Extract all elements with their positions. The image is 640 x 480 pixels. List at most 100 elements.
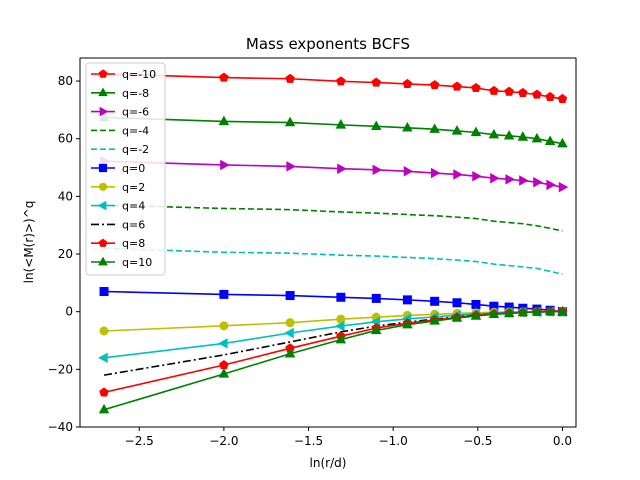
- data-point-qminus6: [337, 163, 347, 174]
- data-point-qminus8: [503, 129, 515, 140]
- data-point-q10: [98, 403, 110, 414]
- data-point-qminus10: [336, 76, 346, 86]
- series-qminus10: [99, 68, 568, 103]
- data-point-qminus10: [545, 91, 555, 101]
- axis-ticks: −2.5 −2.0 −1.5 −1.0 −0.5 0.0 −40 −20 0 20 40 60 80: [48, 74, 572, 448]
- data-point-qminus10: [402, 78, 413, 89]
- data-point-q0: [430, 296, 440, 306]
- legend-marker: [98, 163, 108, 173]
- series-q8: [99, 306, 568, 397]
- data-point-q10: [557, 305, 568, 316]
- y-axis-label: ln(<M(r)>)^q: [22, 201, 36, 284]
- data-point-qminus8: [531, 132, 543, 143]
- data-point-qminus10: [557, 93, 568, 103]
- legend-label: q=-10: [122, 68, 156, 81]
- data-point-q0: [452, 298, 462, 308]
- x-axis-label: ln(r/d): [310, 456, 347, 470]
- data-point-q4: [98, 352, 108, 364]
- legend-marker: [99, 106, 109, 117]
- data-point-q2: [285, 318, 295, 328]
- data-point-q0: [371, 293, 381, 303]
- legend-item-qminus8: q=-8: [91, 87, 149, 100]
- data-point-q10: [544, 305, 556, 316]
- legend-marker: [98, 182, 108, 191]
- series-line-q4: [103, 310, 563, 359]
- legend-item-qminus6: q=-6: [91, 106, 149, 119]
- data-point-qminus6: [505, 174, 515, 185]
- data-point-q10: [402, 318, 413, 329]
- data-point-qminus6: [220, 159, 230, 171]
- x-tick-label: −1.0: [379, 434, 408, 448]
- legend-item-q6: q=6: [91, 218, 145, 231]
- series-line-qminus6: [104, 160, 563, 188]
- data-point-q10: [284, 347, 296, 358]
- data-point-qminus6: [453, 169, 463, 180]
- series-q10: [98, 305, 568, 414]
- y-tick-label: −20: [48, 362, 73, 376]
- data-point-qminus10: [429, 80, 440, 90]
- data-point-q10: [371, 324, 382, 335]
- legend-item-q10: q=10: [91, 256, 152, 269]
- data-point-qminus6: [533, 177, 543, 188]
- data-point-q0: [99, 287, 109, 297]
- data-point-q0: [402, 295, 412, 305]
- legend-item-q8: q=8: [91, 237, 145, 250]
- legend-label: q=8: [122, 237, 145, 250]
- legend-marker: [98, 256, 108, 266]
- x-tick-label: −0.5: [463, 434, 492, 448]
- data-point-qminus8: [470, 126, 482, 137]
- y-tick-label: 60: [58, 132, 73, 146]
- data-point-q0: [336, 292, 346, 302]
- chart-title: Mass exponents BCFS: [246, 35, 410, 53]
- y-tick-label: 0: [65, 305, 73, 319]
- x-tick-label: −2.5: [125, 434, 154, 448]
- data-point-q10: [451, 312, 463, 322]
- legend-label: q=-4: [122, 124, 149, 137]
- data-point-q10: [335, 333, 347, 344]
- data-point-qminus8: [371, 120, 382, 131]
- data-point-qminus8: [544, 135, 556, 146]
- data-point-q4: [218, 338, 228, 349]
- data-point-qminus10: [471, 82, 481, 93]
- series-q6: [103, 310, 563, 376]
- data-point-q2: [99, 326, 109, 336]
- legend-label: q=6: [122, 218, 145, 231]
- y-tick-label: 40: [58, 189, 73, 203]
- legend-label: q=-2: [122, 143, 149, 156]
- data-point-q10: [218, 368, 230, 378]
- data-point-qminus6: [490, 172, 500, 184]
- legend-item-q2: q=2: [91, 181, 145, 194]
- legend-label: q=4: [122, 200, 145, 213]
- data-point-qminus10: [532, 89, 542, 99]
- data-point-qminus6: [558, 181, 569, 193]
- series-line-qminus4: [104, 204, 563, 232]
- data-point-q8: [99, 387, 109, 397]
- data-point-qminus6: [372, 164, 383, 176]
- data-point-qminus10: [452, 81, 462, 91]
- data-point-qminus8: [284, 116, 296, 127]
- legend-item-q4: q=4: [91, 200, 145, 213]
- data-point-q0: [219, 289, 229, 299]
- legend-item-qminus4: q=-4: [91, 124, 149, 137]
- data-point-q10: [517, 306, 529, 317]
- data-point-qminus8: [218, 115, 230, 126]
- data-point-q10: [503, 307, 515, 318]
- data-point-qminus6: [472, 170, 482, 182]
- data-point-qminus6: [403, 166, 414, 177]
- data-point-q2: [219, 321, 229, 331]
- data-point-q4: [284, 327, 294, 339]
- legend-label: q=-8: [122, 87, 149, 100]
- data-point-q10: [531, 306, 543, 316]
- series-qminus4: [104, 204, 563, 232]
- data-point-qminus10: [219, 72, 229, 82]
- legend: q=-10 q=-8 q=-6 q=-4 q=-2 q=0 q=2 q=4 q=6 q=8 q=10: [85, 62, 166, 276]
- series-line-q6: [103, 310, 563, 376]
- data-point-qminus10: [371, 77, 382, 87]
- data-point-q4: [335, 320, 345, 332]
- data-point-qminus10: [504, 86, 514, 96]
- data-point-qminus6: [286, 161, 296, 172]
- data-point-qminus8: [488, 128, 500, 139]
- data-point-q10: [429, 315, 440, 325]
- legend-marker: [98, 69, 108, 78]
